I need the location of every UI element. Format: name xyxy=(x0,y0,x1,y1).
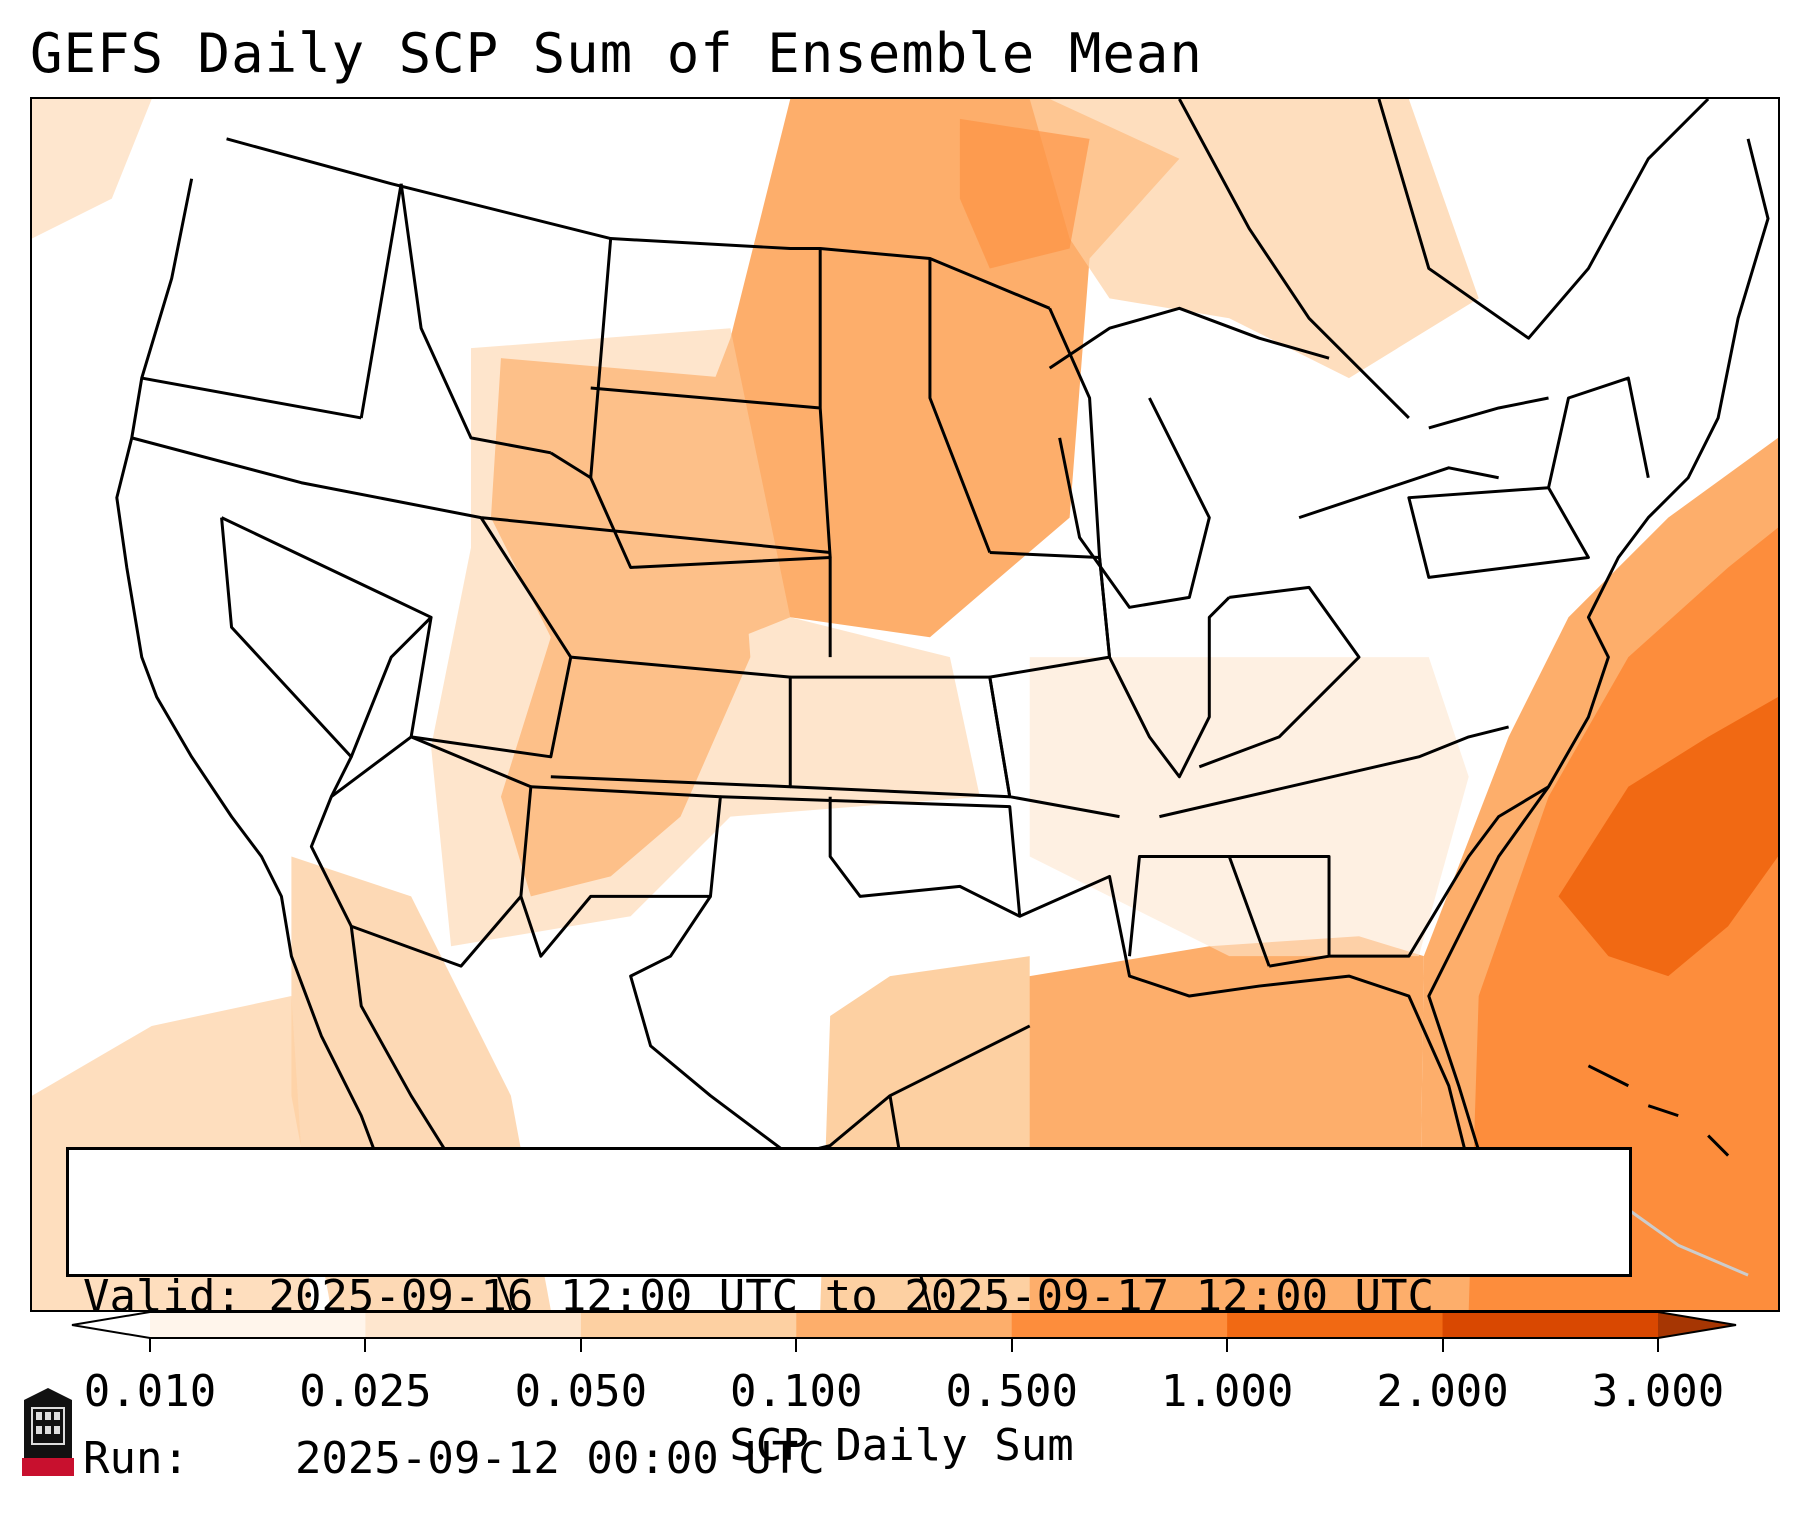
info-box: Valid: 2025-09-16 12:00 UTC to 2025-09-1… xyxy=(66,1147,1632,1484)
colorbar-tick-mark xyxy=(579,1338,582,1352)
colorbar-tick-label: 0.025 xyxy=(299,1366,432,1417)
colorbar-extend-low xyxy=(72,1312,150,1338)
colorbar-bin xyxy=(365,1312,582,1338)
nd-sd xyxy=(590,248,832,558)
colorbar-bin xyxy=(1011,1312,1228,1338)
scp-shading xyxy=(32,99,1778,1310)
or-ca-nv-border xyxy=(131,436,831,554)
tennessee xyxy=(1159,725,1509,819)
colorbar-tick-label: 2.000 xyxy=(1376,1366,1509,1417)
colorbar-tick-label: 0.010 xyxy=(83,1366,217,1417)
idaho-montana xyxy=(359,183,552,455)
run-label: Run: xyxy=(83,1433,189,1484)
colorbar-tick-mark xyxy=(364,1338,367,1352)
minnesota-wisconsin xyxy=(928,258,1102,558)
colorbar-tick-mark xyxy=(1657,1338,1659,1352)
colorbar-tick-mark xyxy=(795,1338,798,1352)
canada-east xyxy=(1178,99,1710,420)
shade-nw-corner xyxy=(32,99,152,239)
colorbar-tick-mark xyxy=(1441,1338,1444,1352)
map-panel xyxy=(30,97,1780,1312)
wa-or-border xyxy=(141,376,362,420)
nevada xyxy=(220,516,433,758)
niu-logo-graphic xyxy=(22,1388,74,1476)
sd-ne xyxy=(589,477,832,658)
utah xyxy=(409,516,573,759)
ca-nv xyxy=(220,517,353,798)
colorbar-bin xyxy=(1227,1312,1444,1338)
colorbar-extend-high xyxy=(1658,1312,1736,1338)
gulf-coast-states xyxy=(1019,874,1500,1217)
lake-superior xyxy=(1048,306,1330,370)
illinois-indiana xyxy=(1098,557,1231,779)
shade-atlantic-core xyxy=(1558,697,1778,977)
colorbar-bin xyxy=(580,1312,797,1338)
shade-minnesota-dark xyxy=(959,118,1090,269)
new-mexico xyxy=(519,785,722,958)
colorbar-ticks: 0.010 0.025 0.050 0.100 0.500 1.000 2.000 3.000 xyxy=(0,1338,1803,1417)
bahamas xyxy=(1587,1064,1730,1157)
arizona xyxy=(309,735,533,968)
great-lakes-erie xyxy=(1298,466,1499,520)
atlantic-coast xyxy=(1427,138,1770,1216)
colorbar xyxy=(71,1311,1737,1339)
michigan xyxy=(1058,397,1211,609)
colorbar-tick-label: 1.000 xyxy=(1160,1366,1294,1417)
colorbar-tick-mark xyxy=(149,1338,151,1352)
northeast-states xyxy=(1407,376,1650,579)
colorbar-tick-label: 0.050 xyxy=(514,1366,648,1417)
shade-plains-light xyxy=(431,328,980,947)
pacific-coast xyxy=(115,178,393,1196)
colorbar-label: SCP Daily Sum xyxy=(729,1420,1074,1471)
map-title: GEFS Daily SCP Sum of Ensemble Mean xyxy=(30,22,1203,85)
canada-border xyxy=(226,137,1051,310)
colorbar-tick-label: 3.000 xyxy=(1591,1366,1725,1417)
ohio-kentucky xyxy=(1198,585,1361,769)
great-lakes-ontario xyxy=(1428,396,1549,430)
oklahoma-texas xyxy=(629,795,1031,1158)
colorbar-tick-mark xyxy=(1010,1338,1013,1352)
run-row: Run: 2025-09-12 00:00 UTC xyxy=(83,1432,1615,1486)
colorbar-bin xyxy=(796,1312,1013,1338)
colorbar-tick-mark xyxy=(1226,1338,1229,1352)
colorbar-bin xyxy=(1442,1312,1659,1338)
colorbar-graphic xyxy=(71,1311,1737,1339)
niu-logo xyxy=(20,1386,76,1480)
colorbar-tick-label: 0.500 xyxy=(945,1366,1078,1417)
colorado xyxy=(550,655,792,789)
shade-southeast-light xyxy=(1029,657,1469,957)
colorbar-bin xyxy=(150,1312,366,1338)
colorbar-tick-label: 0.100 xyxy=(730,1366,863,1417)
scp-map xyxy=(32,99,1778,1310)
southeast-states xyxy=(1127,785,1550,968)
run-value: 2025-09-12 00:00 UTC xyxy=(294,1433,825,1484)
boundaries xyxy=(115,99,1770,1310)
iowa-mo xyxy=(988,551,1120,819)
